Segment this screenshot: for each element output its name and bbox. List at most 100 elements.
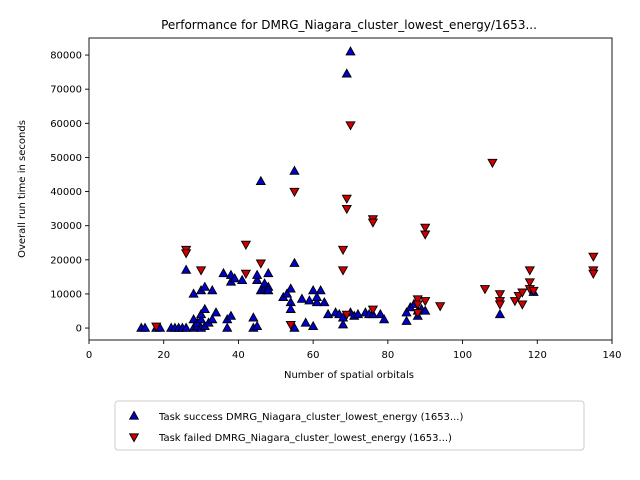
failed-point [509, 297, 521, 307]
success-point [319, 296, 330, 307]
failed-point [195, 266, 207, 276]
success-point [225, 310, 237, 320]
failed-point [345, 121, 356, 131]
success-point [248, 312, 259, 322]
x-tick-label: 120 [528, 350, 547, 361]
success-point [237, 274, 248, 284]
failed-point [435, 302, 446, 312]
success-point [207, 284, 218, 295]
failed-point [240, 269, 252, 279]
success-point [199, 281, 210, 291]
x-tick-label: 20 [157, 350, 170, 361]
y-tick-label: 0 [76, 324, 82, 335]
plot-area [88, 37, 613, 341]
y-tick-label: 30000 [50, 221, 82, 232]
success-point [352, 308, 364, 319]
y-axis: 0 10000 20000 30000 40000 50000 60000 70000 8000… [50, 51, 89, 335]
y-tick-label: 40000 [50, 187, 82, 198]
success-point [300, 317, 311, 327]
y-tick-label: 70000 [50, 85, 82, 96]
success-point [255, 175, 266, 185]
failed-point [412, 300, 423, 310]
success-point [285, 283, 296, 293]
failed-point [494, 290, 506, 300]
success-point [289, 257, 300, 267]
failed-point [151, 322, 162, 332]
success-point [188, 288, 199, 298]
failed-point [180, 249, 192, 259]
y-tick-label: 60000 [50, 119, 82, 130]
success-point [296, 293, 308, 303]
failed-point [524, 266, 535, 276]
success-point [180, 264, 192, 274]
success-point [251, 320, 263, 331]
success-point [341, 68, 352, 78]
success-point [322, 308, 334, 319]
x-axis: 0 20 40 60 80 100 120 140 [86, 340, 622, 361]
failed-point [285, 320, 296, 331]
success-point [222, 322, 233, 332]
failed-point [337, 266, 349, 276]
legend-success-marker [128, 410, 140, 420]
failed-point [341, 310, 352, 320]
success-point [210, 307, 222, 317]
success-point [195, 308, 207, 319]
failed-point [367, 305, 379, 315]
success-point [345, 46, 356, 56]
success-point [251, 274, 263, 284]
failed-point [420, 223, 431, 233]
success-point [139, 322, 151, 332]
success-point [199, 303, 210, 313]
success-point [180, 322, 192, 332]
legend: Task success DMRG_Niagara_cluster_lowest… [114, 400, 585, 451]
failed-point [412, 309, 423, 319]
failed-point [517, 288, 528, 298]
failed-point [367, 218, 379, 228]
failed-point [528, 286, 539, 297]
legend-failed-marker [128, 433, 140, 443]
x-tick-label: 80 [381, 350, 394, 361]
failed-point [337, 245, 349, 256]
success-point [337, 319, 349, 329]
failed-point [341, 194, 352, 204]
y-tick-label: 80000 [50, 51, 82, 62]
success-point [304, 295, 315, 305]
failed-point [524, 278, 535, 288]
success-point [251, 269, 263, 279]
success-point [308, 284, 319, 295]
legend-failed-label: Task failed DMRG_Niagara_cluster_lowest_… [158, 433, 452, 444]
failed-point [494, 300, 506, 310]
legend-success-label: Task success DMRG_Niagara_cluster_lowest… [158, 412, 463, 423]
x-tick-label: 0 [86, 350, 92, 361]
chart-title: Performance for DMRG_Niagara_cluster_low… [161, 18, 537, 32]
y-tick-label: 10000 [50, 289, 82, 300]
success-point [311, 296, 323, 307]
failed-point [420, 230, 431, 240]
success-point [494, 308, 506, 319]
success-point [285, 303, 296, 313]
legend-box [114, 400, 585, 451]
failed-point [240, 240, 252, 250]
x-tick-label: 100 [453, 350, 472, 361]
plot-frame [88, 37, 613, 341]
failed-point [487, 158, 498, 169]
failed-point [479, 285, 491, 295]
x-tick-label: 60 [307, 350, 320, 361]
success-point [308, 320, 319, 331]
failed-point [341, 204, 352, 215]
failed-point [412, 295, 423, 305]
success-point [315, 284, 326, 295]
failed-point [588, 252, 599, 262]
x-tick-label: 140 [602, 350, 621, 361]
y-tick-label: 50000 [50, 153, 82, 164]
success-point [378, 314, 390, 324]
success-point [263, 284, 274, 295]
success-point [420, 305, 431, 315]
success-point [401, 315, 412, 325]
success-point [229, 273, 240, 283]
success-point [195, 314, 207, 324]
x-tick-label: 40 [232, 350, 245, 361]
failed-point [517, 300, 528, 310]
